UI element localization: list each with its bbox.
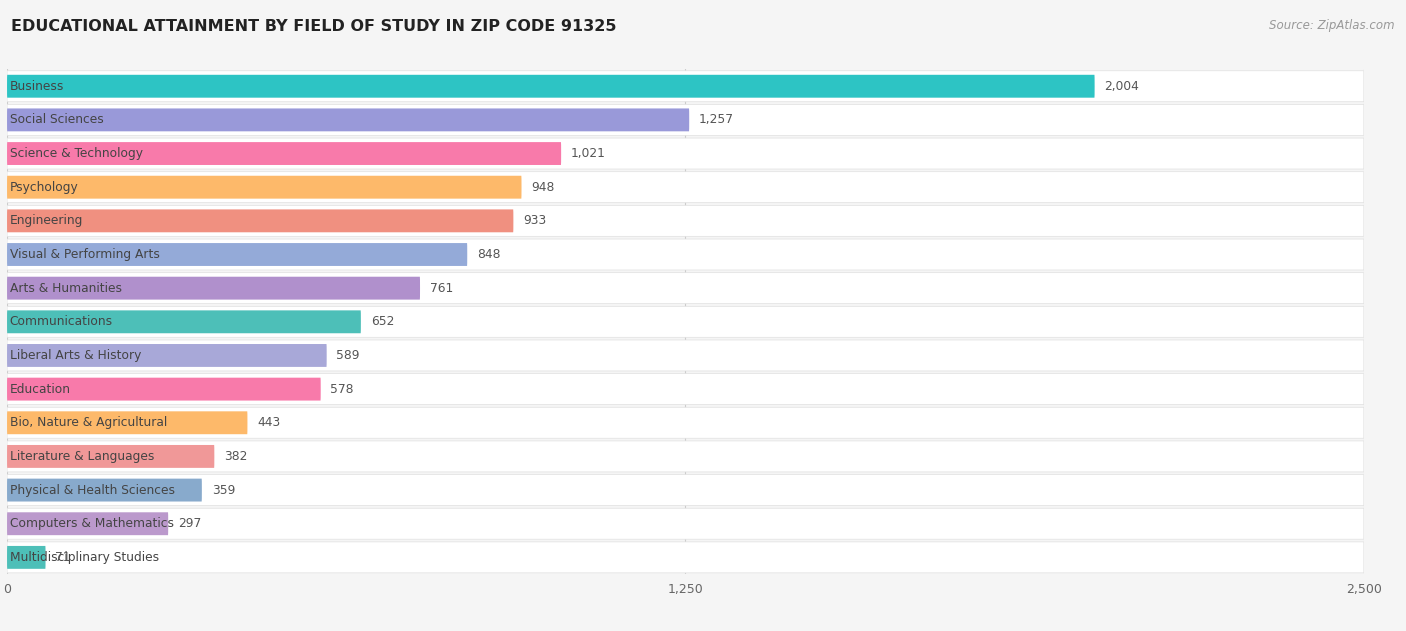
Text: Multidisciplinary Studies: Multidisciplinary Studies	[10, 551, 159, 564]
FancyBboxPatch shape	[7, 277, 420, 300]
Text: 1,021: 1,021	[571, 147, 606, 160]
Text: 359: 359	[212, 483, 235, 497]
Text: 2,004: 2,004	[1104, 80, 1139, 93]
Text: Education: Education	[10, 382, 70, 396]
Text: Science & Technology: Science & Technology	[10, 147, 143, 160]
Text: Literature & Languages: Literature & Languages	[10, 450, 155, 463]
FancyBboxPatch shape	[7, 340, 1364, 371]
FancyBboxPatch shape	[7, 378, 321, 401]
FancyBboxPatch shape	[7, 344, 326, 367]
FancyBboxPatch shape	[7, 479, 202, 502]
Text: 848: 848	[477, 248, 501, 261]
Text: 443: 443	[257, 416, 280, 429]
Text: Computers & Mathematics: Computers & Mathematics	[10, 517, 174, 530]
Text: Business: Business	[10, 80, 65, 93]
Text: 71: 71	[55, 551, 70, 564]
Text: 578: 578	[330, 382, 354, 396]
FancyBboxPatch shape	[7, 374, 1364, 404]
FancyBboxPatch shape	[7, 205, 1364, 237]
Text: EDUCATIONAL ATTAINMENT BY FIELD OF STUDY IN ZIP CODE 91325: EDUCATIONAL ATTAINMENT BY FIELD OF STUDY…	[11, 19, 617, 34]
FancyBboxPatch shape	[7, 243, 467, 266]
FancyBboxPatch shape	[7, 109, 689, 131]
Text: Engineering: Engineering	[10, 215, 83, 227]
Text: 933: 933	[523, 215, 547, 227]
Text: 652: 652	[371, 316, 394, 328]
FancyBboxPatch shape	[7, 407, 1364, 439]
FancyBboxPatch shape	[7, 142, 561, 165]
FancyBboxPatch shape	[7, 104, 1364, 136]
FancyBboxPatch shape	[7, 273, 1364, 304]
Text: Psychology: Psychology	[10, 180, 79, 194]
Text: Bio, Nature & Agricultural: Bio, Nature & Agricultural	[10, 416, 167, 429]
FancyBboxPatch shape	[7, 411, 247, 434]
FancyBboxPatch shape	[7, 546, 45, 569]
FancyBboxPatch shape	[7, 475, 1364, 505]
FancyBboxPatch shape	[7, 138, 1364, 169]
Text: Visual & Performing Arts: Visual & Performing Arts	[10, 248, 160, 261]
FancyBboxPatch shape	[7, 71, 1364, 102]
Text: Communications: Communications	[10, 316, 112, 328]
FancyBboxPatch shape	[7, 239, 1364, 270]
FancyBboxPatch shape	[7, 542, 1364, 573]
Text: 948: 948	[531, 180, 555, 194]
FancyBboxPatch shape	[7, 209, 513, 232]
FancyBboxPatch shape	[7, 306, 1364, 338]
FancyBboxPatch shape	[7, 441, 1364, 472]
Text: Physical & Health Sciences: Physical & Health Sciences	[10, 483, 174, 497]
Text: Liberal Arts & History: Liberal Arts & History	[10, 349, 141, 362]
FancyBboxPatch shape	[7, 172, 1364, 203]
FancyBboxPatch shape	[7, 75, 1095, 98]
Text: Source: ZipAtlas.com: Source: ZipAtlas.com	[1270, 19, 1395, 32]
Text: 1,257: 1,257	[699, 114, 734, 126]
FancyBboxPatch shape	[7, 310, 361, 333]
FancyBboxPatch shape	[7, 176, 522, 199]
FancyBboxPatch shape	[7, 445, 214, 468]
Text: Social Sciences: Social Sciences	[10, 114, 104, 126]
Text: 382: 382	[224, 450, 247, 463]
Text: 297: 297	[179, 517, 201, 530]
Text: Arts & Humanities: Arts & Humanities	[10, 281, 122, 295]
Text: 761: 761	[430, 281, 453, 295]
FancyBboxPatch shape	[7, 512, 169, 535]
FancyBboxPatch shape	[7, 508, 1364, 540]
Text: 589: 589	[336, 349, 360, 362]
